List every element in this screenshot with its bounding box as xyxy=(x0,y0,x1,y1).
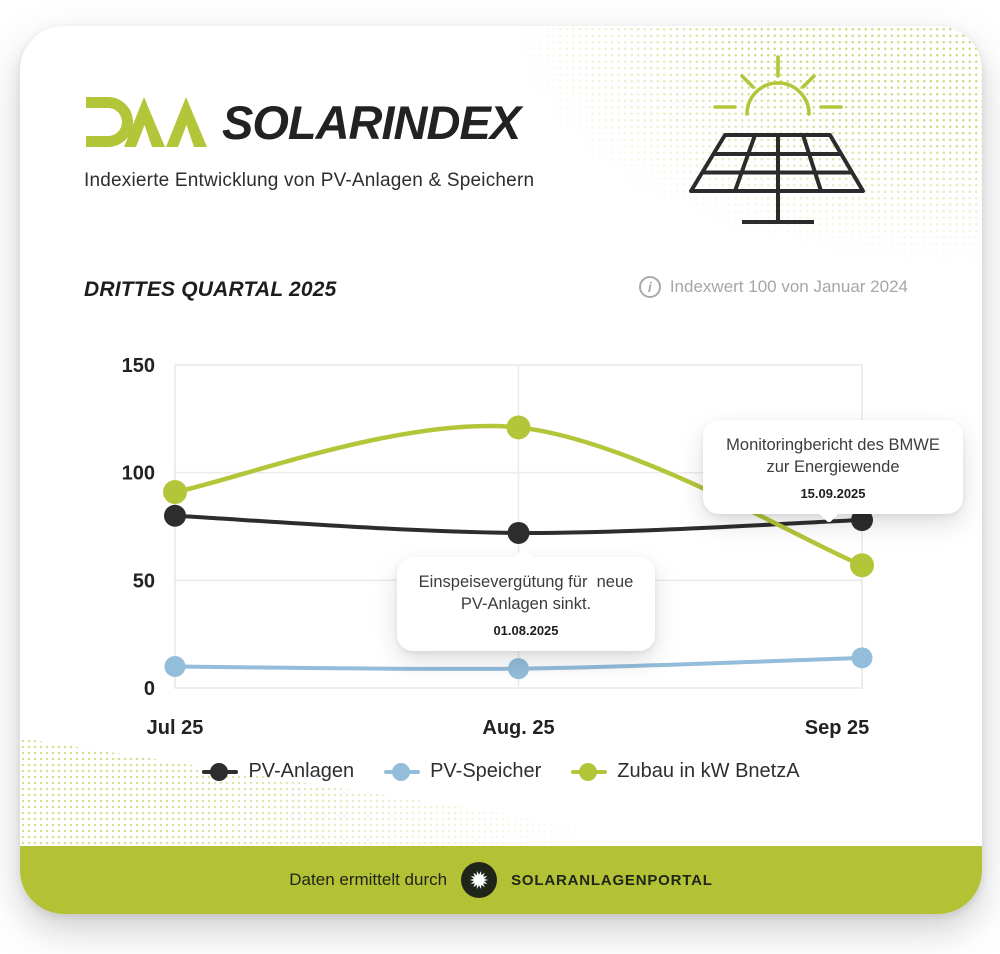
data-point xyxy=(850,553,874,578)
info-icon: i xyxy=(638,276,661,298)
legend-label: PV-Speicher xyxy=(430,760,542,782)
chart-legend: PV-Anlagen PV-Speicher Zubau in kW Bnetz… xyxy=(20,760,982,783)
line-chart: 0 50 100 150 Jul 25 Aug. 25 Sep 25 Einspeiseve… xyxy=(110,350,963,750)
halftone-pattern-top-right xyxy=(492,26,982,311)
data-point xyxy=(506,415,531,440)
x-tick-label: Sep 25 xyxy=(805,717,869,739)
daa-logo xyxy=(86,97,207,147)
header-brand-row: SOLARINDEX xyxy=(83,95,521,149)
data-point xyxy=(851,647,873,669)
legend-label: PV-Anlagen xyxy=(248,760,355,782)
tooltip-date: 01.08.2025 xyxy=(493,622,559,638)
data-point xyxy=(851,509,873,532)
data-point xyxy=(508,658,529,680)
tooltip-date: 15.09.2025 xyxy=(800,485,866,501)
solaranlagenportal-logo-icon xyxy=(461,862,498,898)
x-tick-label: Aug. 25 xyxy=(482,717,554,739)
footer-text: Daten ermittelt durch xyxy=(289,870,448,889)
footer-brand: SOLARANLAGENPORTAL xyxy=(511,871,713,889)
data-point xyxy=(163,480,187,505)
tooltip-text: zur Energiewende xyxy=(766,457,900,476)
legend-label: Zubau in kW BnetzA xyxy=(617,760,800,782)
section-heading: DRITTES QUARTAL 2025 xyxy=(84,278,337,301)
data-point xyxy=(507,521,530,544)
data-point xyxy=(164,655,186,677)
halftone-pattern-bottom-left xyxy=(20,738,710,846)
y-tick-label: 50 xyxy=(133,570,155,592)
y-tick-label: 150 xyxy=(122,355,155,377)
x-tick-label: Jul 25 xyxy=(147,717,204,739)
tooltip-text: Monitoringbericht des BMWE xyxy=(726,436,940,454)
page-title: SOLARINDEX xyxy=(222,95,521,149)
infographic-card: SOLARINDEX Indexierte Entwicklung von PV… xyxy=(20,26,982,914)
legend-marker-icon xyxy=(202,762,239,782)
legend-item-zubau: Zubau in kW BnetzA xyxy=(571,760,800,783)
annotation-tooltip-august: Einspeisevergütung für neue PV-Anlagen s… xyxy=(397,547,655,651)
tooltip-text: PV-Anlagen sinkt. xyxy=(460,594,592,613)
index-note-text: Indexwert 100 von Januar 2024 xyxy=(669,277,908,296)
y-tick-label: 100 xyxy=(122,463,155,485)
annotation-tooltip-september: Monitoringbericht des BMWE zur Energiewe… xyxy=(703,420,963,523)
chart-canvas: 0 50 100 150 Jul 25 Aug. 25 Sep 25 xyxy=(122,355,874,739)
y-tick-label: 0 xyxy=(144,678,155,700)
legend-marker-icon xyxy=(571,762,608,782)
legend-item-pv-anlagen: PV-Anlagen xyxy=(202,760,354,783)
data-point xyxy=(164,504,186,527)
index-note-row: i Indexwert 100 von Januar 2024 xyxy=(638,276,908,298)
solar-panel-sun-icon xyxy=(689,55,865,224)
tooltip-text: Einspeisevergütung für neue xyxy=(418,573,634,591)
legend-item-pv-speicher: PV-Speicher xyxy=(384,760,541,783)
legend-marker-icon xyxy=(384,762,421,782)
footer-bar: Daten ermittelt durch SOLARANLAGENPORTAL xyxy=(20,846,982,914)
page-subtitle: Indexierte Entwicklung von PV-Anlagen & … xyxy=(84,170,535,191)
